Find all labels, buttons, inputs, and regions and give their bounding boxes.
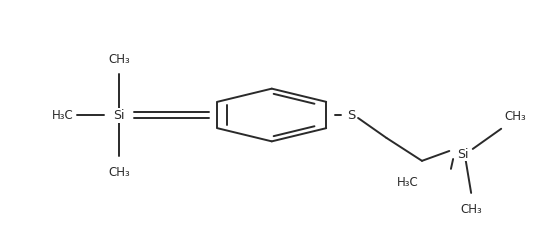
Text: H₃C: H₃C	[396, 175, 418, 188]
Text: CH₃: CH₃	[460, 202, 482, 215]
Text: S: S	[347, 109, 355, 122]
Text: CH₃: CH₃	[108, 166, 130, 179]
Text: Si: Si	[457, 148, 469, 161]
Text: CH₃: CH₃	[108, 52, 130, 65]
Text: Si: Si	[113, 109, 125, 122]
Text: H₃C: H₃C	[52, 109, 74, 122]
Text: CH₃: CH₃	[504, 109, 525, 122]
